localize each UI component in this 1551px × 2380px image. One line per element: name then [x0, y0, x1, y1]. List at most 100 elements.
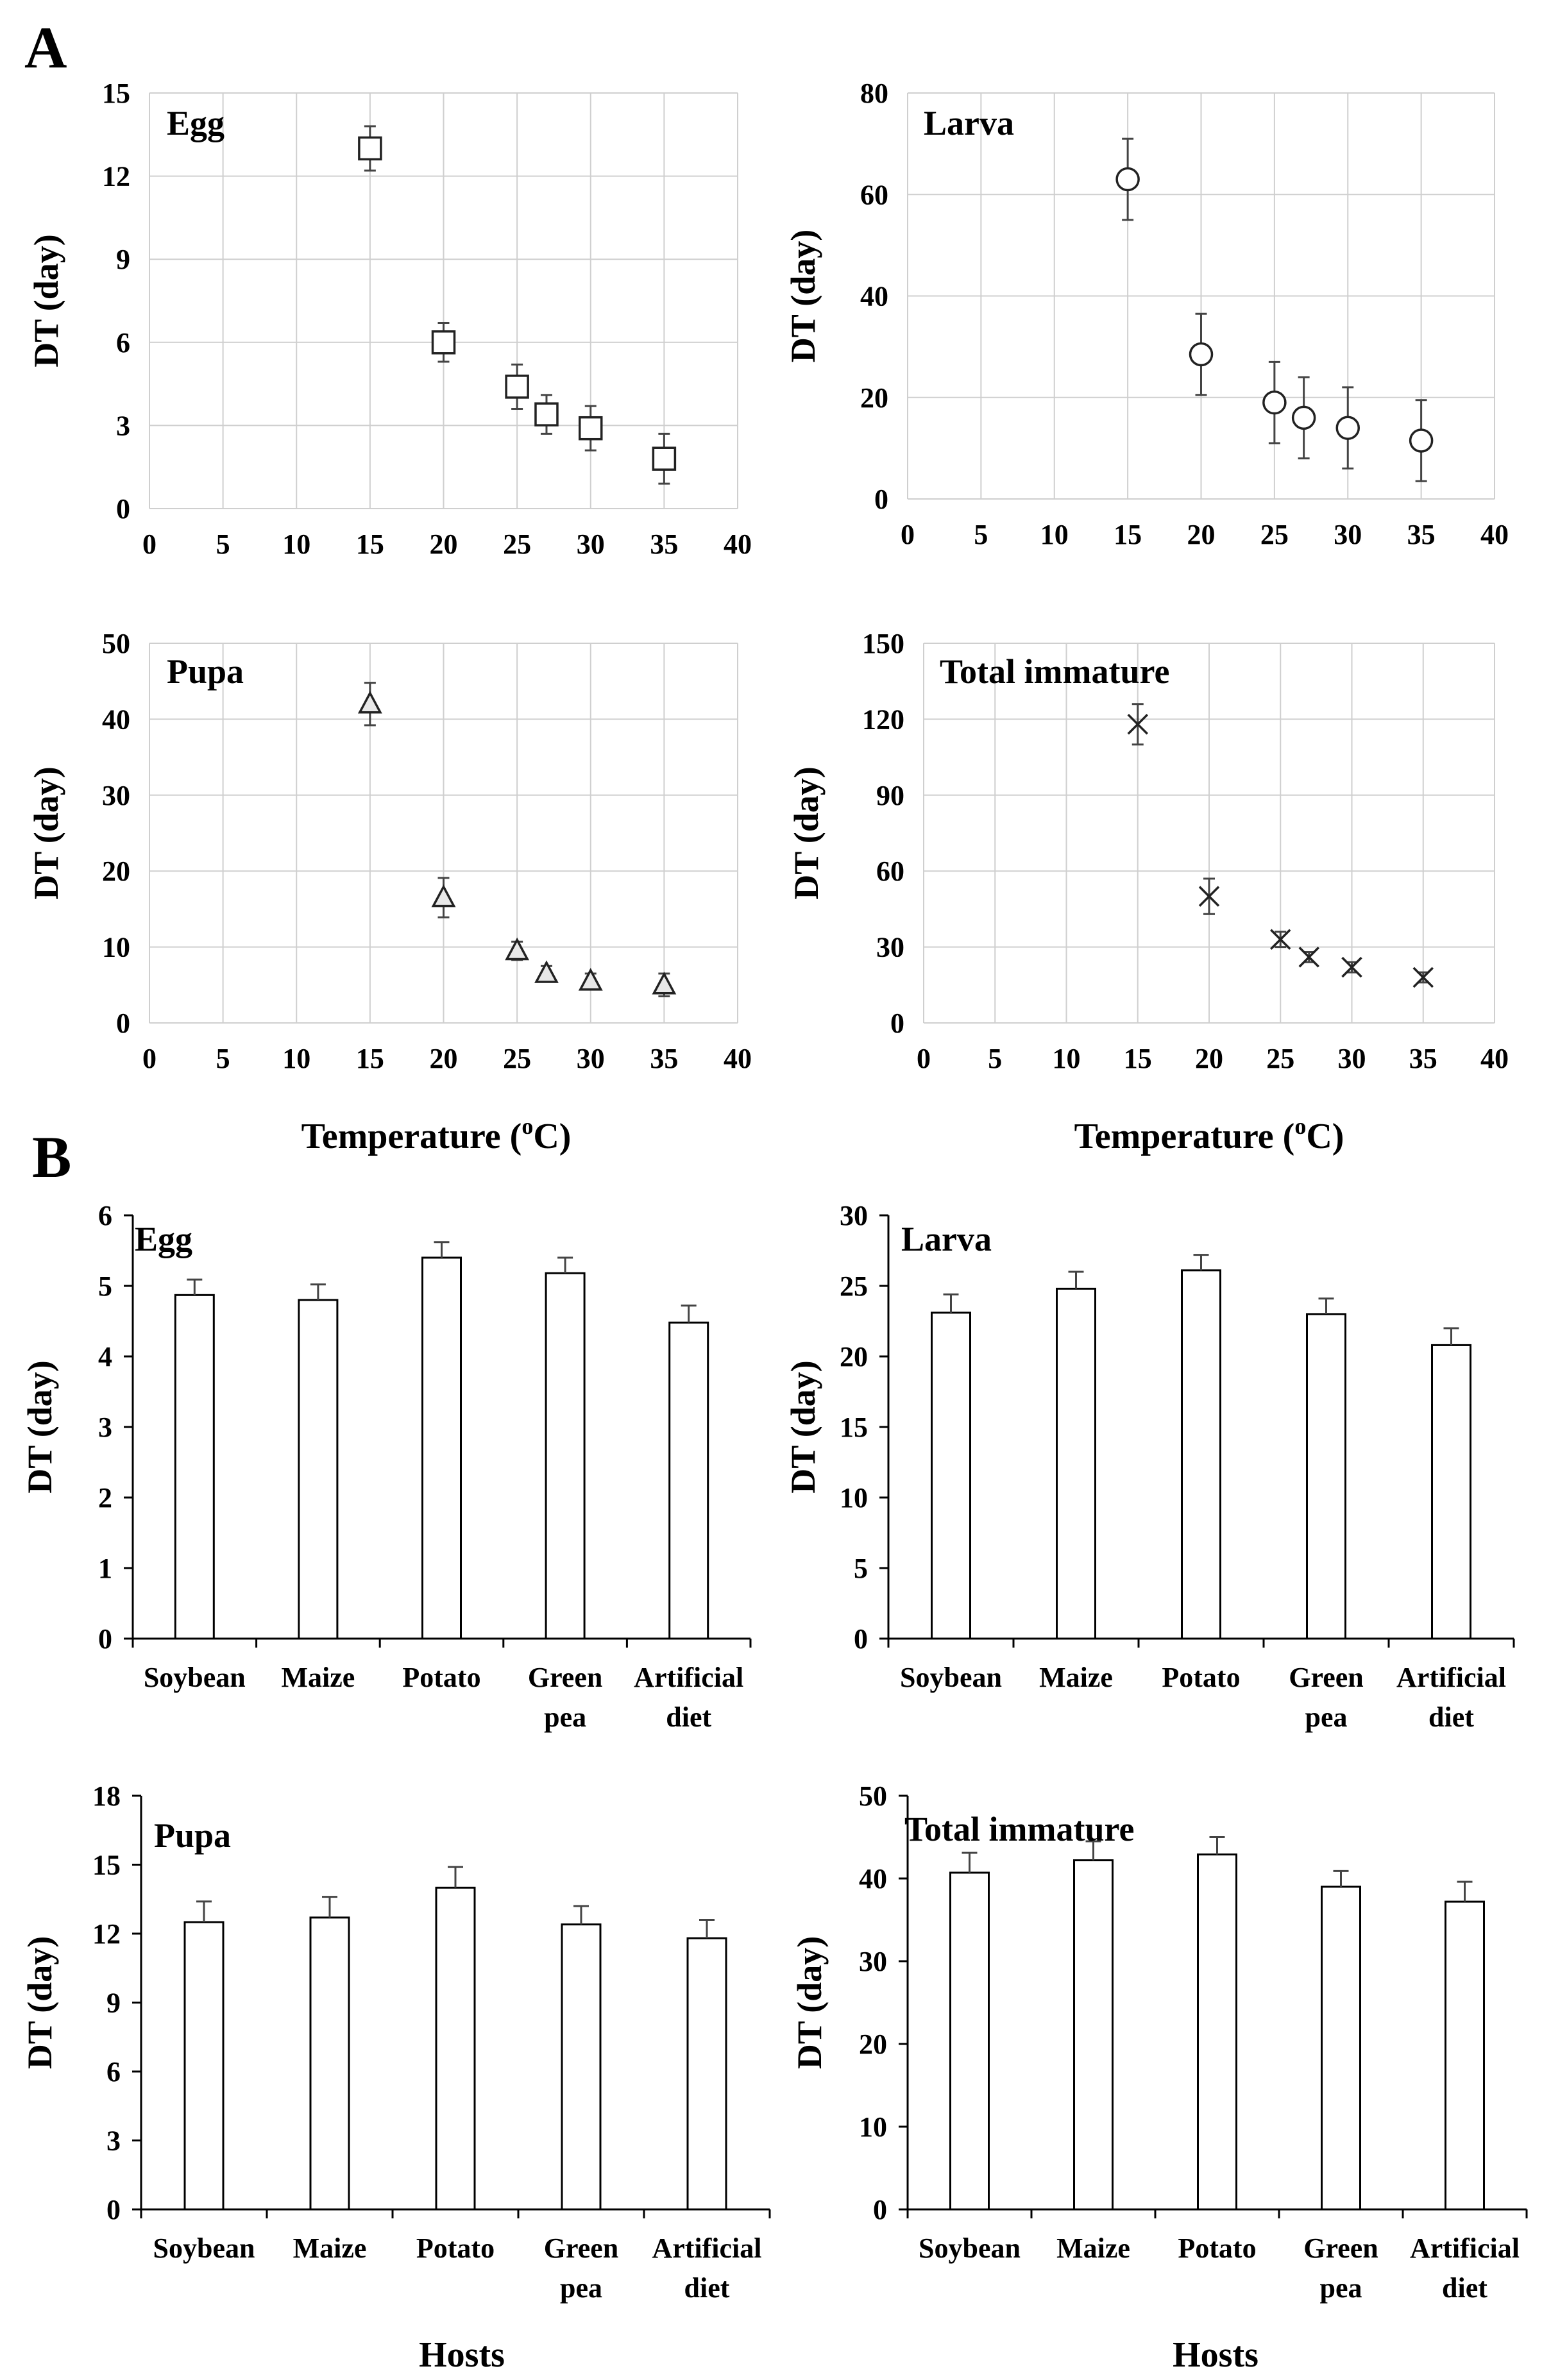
x-axis-title: Temperature (oC): [301, 1113, 572, 1156]
y-tick-label: 20: [860, 382, 888, 414]
chart-4-total-immature: 0 5 10 15 20 25 30 35 40 0 30 60 90 120 150 Total immat…: [787, 628, 1509, 1156]
x-tick-label: 10: [1053, 1043, 1081, 1074]
y-tick-label: 18: [92, 1780, 121, 1812]
x-tick-label: 20: [1195, 1043, 1223, 1074]
y-tick-label: 0: [98, 1623, 112, 1655]
y-tick-label: 3: [98, 1412, 112, 1443]
y-tick-label: 60: [876, 856, 904, 887]
data-point-triangle: [652, 972, 677, 995]
y-tick-label: 30: [859, 1946, 887, 1977]
y-tick-label: 0: [116, 493, 130, 525]
x-tick-label: 15: [1114, 519, 1142, 550]
x-tick-label: 25: [503, 528, 531, 560]
x-tick-label: 0: [142, 528, 157, 560]
panel-title: Larva: [901, 1220, 992, 1258]
y-tick-label: 50: [102, 628, 130, 659]
data-point-square: [534, 402, 559, 426]
data-point-x: [1127, 714, 1148, 735]
y-tick-label: 5: [98, 1270, 112, 1302]
data-point-triangle: [505, 937, 530, 961]
panel-title: Total immature: [940, 652, 1170, 691]
x-tick-label: 20: [430, 528, 458, 560]
data-point-triangle: [431, 884, 456, 907]
x-tick-label: 35: [1407, 519, 1436, 550]
x-axis-title-part: o: [1294, 1113, 1306, 1139]
x-tick-label: 40: [724, 1043, 752, 1074]
x-tick-label: 25: [1260, 519, 1289, 550]
bar: [931, 1312, 971, 1640]
category-label: Artificial: [634, 1662, 743, 1693]
y-axis-label: DT (day): [21, 1936, 59, 2070]
x-tick-label: 15: [356, 528, 384, 560]
bar: [174, 1294, 215, 1640]
y-tick-label: 20: [840, 1341, 868, 1372]
bar: [435, 1886, 476, 2211]
x-tick-label: 35: [650, 1043, 678, 1074]
data-point-circle: [1189, 342, 1214, 367]
data-point-x: [1298, 947, 1319, 968]
category-label: Soybean: [919, 2232, 1021, 2264]
data-point-square: [652, 446, 677, 471]
bar: [1306, 1313, 1346, 1640]
x-tick-label: 25: [1266, 1043, 1294, 1074]
x-tick-label: 30: [577, 528, 605, 560]
x-axis-title-part: Temperature (: [1074, 1117, 1295, 1156]
y-tick-label: 15: [92, 1850, 121, 1881]
y-axis-label: DT (day): [787, 766, 826, 900]
bar: [545, 1272, 586, 1640]
data-point-circle: [1262, 390, 1287, 415]
y-tick-label: 15: [102, 78, 130, 109]
y-tick-label: 20: [102, 856, 130, 887]
category-label: Soybean: [900, 1662, 1002, 1693]
x-tick-label: 40: [1480, 1043, 1509, 1074]
x-axis-title: Hosts: [1173, 2335, 1259, 2375]
x-tick-label: 20: [430, 1043, 458, 1074]
category-label: Green: [1289, 1662, 1364, 1693]
x-tick-label: 10: [282, 528, 310, 560]
x-tick-label: 40: [1480, 519, 1509, 550]
category-label: diet: [684, 2272, 730, 2304]
y-tick-label: 12: [102, 161, 130, 192]
x-axis-title-part: C): [533, 1117, 571, 1156]
x-tick-label: 5: [216, 528, 230, 560]
panel-title: Egg: [135, 1220, 192, 1258]
y-tick-label: 60: [860, 179, 888, 210]
bar: [1073, 1859, 1114, 2211]
y-tick-label: 150: [862, 628, 904, 659]
bar: [421, 1256, 462, 1640]
category-label: Potato: [1178, 2232, 1256, 2264]
y-tick-label: 12: [92, 1918, 121, 1950]
data-point-square: [431, 330, 456, 355]
chart-6-larva: 0 5 10 15 20 25 30 Soybean Maize Potato Green pea Ar…: [784, 1200, 1515, 1733]
y-tick-label: 1: [98, 1553, 112, 1584]
x-axis-title-part: Temperature (: [301, 1117, 522, 1156]
bar: [1445, 1900, 1485, 2211]
x-tick-label: 35: [1409, 1043, 1437, 1074]
x-tick-label: 5: [988, 1043, 1002, 1074]
chart-8-total-immature: 0 10 20 30 40 50 Soybean Maize Potato Green pea Art…: [790, 1780, 1528, 2375]
data-point-circle: [1291, 405, 1316, 430]
y-tick-label: 0: [854, 1623, 868, 1655]
y-tick-label: 120: [862, 704, 904, 735]
category-label: Green: [544, 2232, 619, 2264]
chart-1-egg: 0 5 10 15 20 25 30 35 40 0 3 6 9 12 15 Egg DT (day): [27, 78, 752, 560]
y-tick-label: 10: [840, 1482, 868, 1514]
x-axis-title: Hosts: [419, 2335, 505, 2375]
panel-title: Egg: [167, 104, 225, 142]
data-point-square: [358, 136, 382, 161]
y-tick-label: 9: [106, 1988, 121, 2019]
bar: [1431, 1344, 1471, 1640]
y-tick-label: 90: [876, 780, 904, 811]
y-tick-label: 25: [840, 1270, 868, 1302]
y-tick-label: 0: [873, 2194, 887, 2225]
y-tick-label: 4: [98, 1341, 112, 1372]
bar: [949, 1871, 990, 2211]
chart-3-pupa: 0 5 10 15 20 25 30 35 40 0 10 20 30 40 50 Pupa DT (day) T…: [27, 628, 752, 1156]
data-point-x: [1270, 929, 1291, 950]
y-tick-label: 20: [859, 2029, 887, 2060]
category-label: diet: [1442, 2272, 1487, 2304]
x-tick-label: 30: [1338, 1043, 1366, 1074]
y-tick-label: 0: [874, 484, 888, 515]
